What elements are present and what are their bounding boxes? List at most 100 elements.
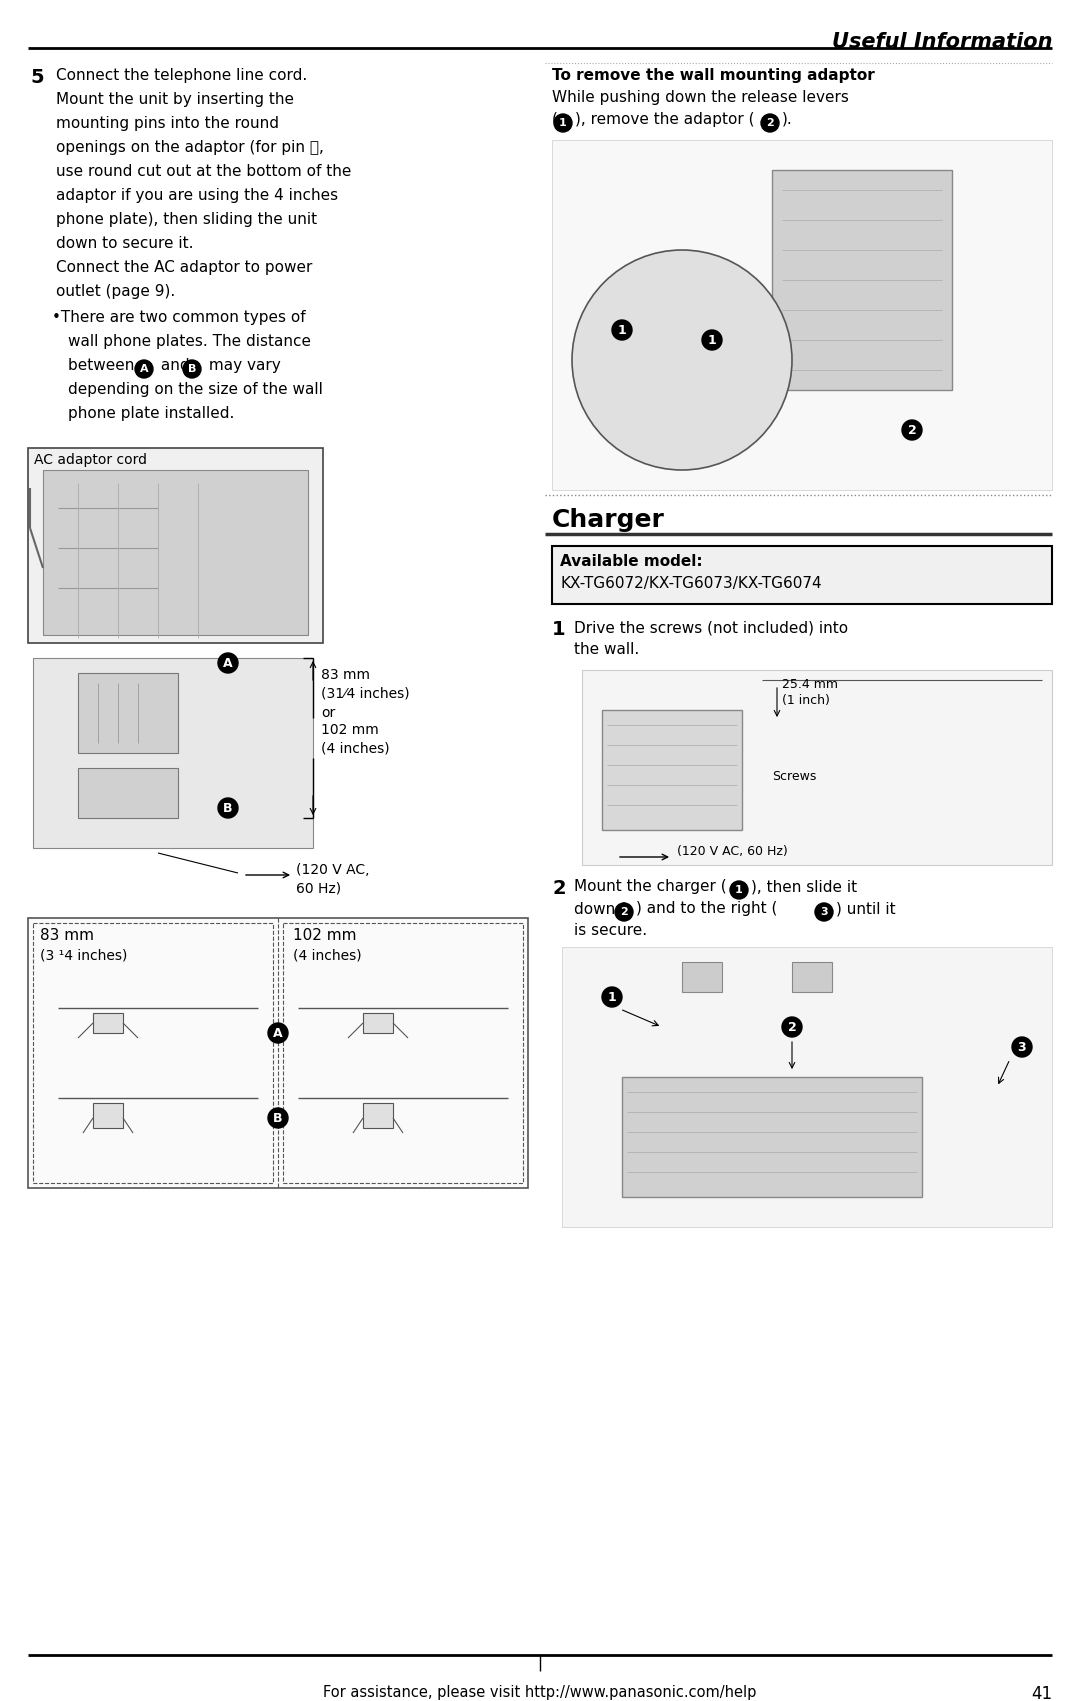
Text: use round cut out at the bottom of the: use round cut out at the bottom of the bbox=[56, 163, 351, 179]
Text: ).: ). bbox=[782, 112, 793, 128]
Text: AC adaptor cord: AC adaptor cord bbox=[33, 452, 147, 468]
Text: Drive the screws (not included) into: Drive the screws (not included) into bbox=[573, 619, 848, 634]
Text: ), remove the adaptor (: ), remove the adaptor ( bbox=[575, 112, 755, 128]
Text: 1: 1 bbox=[707, 333, 716, 347]
Text: 1: 1 bbox=[735, 885, 743, 895]
Bar bbox=[552, 546, 1052, 604]
Text: phone plate installed.: phone plate installed. bbox=[68, 407, 234, 422]
Text: B: B bbox=[273, 1111, 283, 1124]
Circle shape bbox=[702, 330, 723, 350]
Text: 2: 2 bbox=[907, 424, 916, 437]
Text: B: B bbox=[188, 364, 197, 374]
Circle shape bbox=[615, 903, 633, 920]
Text: Connect the telephone line cord.: Connect the telephone line cord. bbox=[56, 68, 307, 83]
Text: and: and bbox=[156, 357, 194, 373]
Text: 2: 2 bbox=[787, 1021, 796, 1034]
Circle shape bbox=[218, 798, 238, 818]
Text: 60 Hz): 60 Hz) bbox=[296, 881, 341, 895]
Bar bbox=[78, 674, 178, 754]
Circle shape bbox=[761, 114, 779, 133]
Bar bbox=[363, 1014, 393, 1033]
Circle shape bbox=[554, 114, 572, 133]
Text: (120 V AC, 60 Hz): (120 V AC, 60 Hz) bbox=[677, 845, 787, 857]
Text: 2: 2 bbox=[766, 117, 774, 128]
Text: between: between bbox=[68, 357, 139, 373]
Text: B: B bbox=[224, 801, 233, 815]
Text: (1 inch): (1 inch) bbox=[782, 694, 829, 708]
Bar bbox=[363, 1102, 393, 1128]
Circle shape bbox=[268, 1107, 288, 1128]
Bar bbox=[93, 1014, 123, 1033]
Circle shape bbox=[902, 420, 922, 441]
Text: Available model:: Available model: bbox=[561, 555, 703, 570]
Text: 2: 2 bbox=[620, 907, 627, 917]
Circle shape bbox=[612, 320, 632, 340]
Text: 3: 3 bbox=[820, 907, 827, 917]
Bar bbox=[602, 709, 742, 830]
Text: openings on the adaptor (for pin Ⓑ,: openings on the adaptor (for pin Ⓑ, bbox=[56, 139, 324, 155]
Text: 2: 2 bbox=[552, 879, 566, 898]
Text: To remove the wall mounting adaptor: To remove the wall mounting adaptor bbox=[552, 68, 875, 83]
Text: 5: 5 bbox=[30, 68, 43, 87]
Text: ), then slide it: ), then slide it bbox=[751, 879, 858, 895]
Text: A: A bbox=[273, 1026, 283, 1039]
Text: (120 V AC,: (120 V AC, bbox=[296, 862, 369, 878]
Text: outlet (page 9).: outlet (page 9). bbox=[56, 284, 175, 299]
Text: Charger: Charger bbox=[552, 509, 665, 532]
Bar bbox=[792, 963, 832, 992]
Text: the wall.: the wall. bbox=[573, 641, 639, 657]
Circle shape bbox=[815, 903, 833, 920]
Bar bbox=[622, 1077, 922, 1198]
Text: depending on the size of the wall: depending on the size of the wall bbox=[68, 383, 323, 396]
Text: wall phone plates. The distance: wall phone plates. The distance bbox=[68, 333, 311, 349]
Text: 1: 1 bbox=[608, 990, 617, 1004]
Text: Useful Information: Useful Information bbox=[832, 32, 1052, 53]
Text: (4 inches): (4 inches) bbox=[293, 947, 362, 963]
Text: A: A bbox=[139, 364, 148, 374]
Text: adaptor if you are using the 4 inches: adaptor if you are using the 4 inches bbox=[56, 189, 338, 202]
Bar bbox=[681, 963, 723, 992]
Bar bbox=[28, 447, 323, 643]
Bar bbox=[93, 1102, 123, 1128]
Bar bbox=[582, 670, 1052, 866]
Text: (4 inches): (4 inches) bbox=[321, 742, 390, 755]
Bar bbox=[33, 924, 273, 1182]
Bar bbox=[552, 139, 1052, 490]
Text: (3 ¹4 inches): (3 ¹4 inches) bbox=[40, 947, 127, 963]
Text: While pushing down the release levers: While pushing down the release levers bbox=[552, 90, 849, 105]
Circle shape bbox=[218, 653, 238, 674]
Circle shape bbox=[183, 361, 201, 378]
Bar bbox=[78, 767, 178, 818]
Circle shape bbox=[572, 250, 792, 469]
Circle shape bbox=[135, 361, 153, 378]
Bar bbox=[33, 658, 313, 849]
Text: 3: 3 bbox=[1017, 1041, 1026, 1053]
Text: 25.4 mm: 25.4 mm bbox=[782, 679, 838, 691]
Text: 102 mm: 102 mm bbox=[321, 723, 379, 737]
Text: 1: 1 bbox=[618, 323, 626, 337]
Text: Mount the charger (: Mount the charger ( bbox=[573, 879, 727, 895]
Bar bbox=[43, 469, 308, 634]
Text: (: ( bbox=[552, 112, 558, 128]
Text: A: A bbox=[224, 657, 233, 670]
Bar bbox=[772, 170, 951, 390]
Text: down (: down ( bbox=[573, 902, 626, 917]
Text: Mount the unit by inserting the: Mount the unit by inserting the bbox=[56, 92, 294, 107]
Text: 102 mm: 102 mm bbox=[293, 929, 356, 942]
Text: For assistance, please visit http://www.panasonic.com/help: For assistance, please visit http://www.… bbox=[323, 1686, 757, 1699]
Text: is secure.: is secure. bbox=[573, 924, 647, 937]
Circle shape bbox=[602, 987, 622, 1007]
Text: or: or bbox=[321, 706, 335, 720]
Text: 1: 1 bbox=[559, 117, 567, 128]
Text: ) and to the right (: ) and to the right ( bbox=[636, 902, 778, 917]
Text: mounting pins into the round: mounting pins into the round bbox=[56, 116, 279, 131]
Text: Screws: Screws bbox=[772, 771, 816, 782]
Circle shape bbox=[268, 1022, 288, 1043]
Circle shape bbox=[730, 881, 748, 900]
Circle shape bbox=[1012, 1038, 1032, 1056]
Circle shape bbox=[782, 1017, 802, 1038]
Text: 41: 41 bbox=[1031, 1686, 1052, 1701]
Text: may vary: may vary bbox=[204, 357, 281, 373]
Text: ) until it: ) until it bbox=[836, 902, 895, 917]
Text: 83 mm: 83 mm bbox=[321, 668, 370, 682]
